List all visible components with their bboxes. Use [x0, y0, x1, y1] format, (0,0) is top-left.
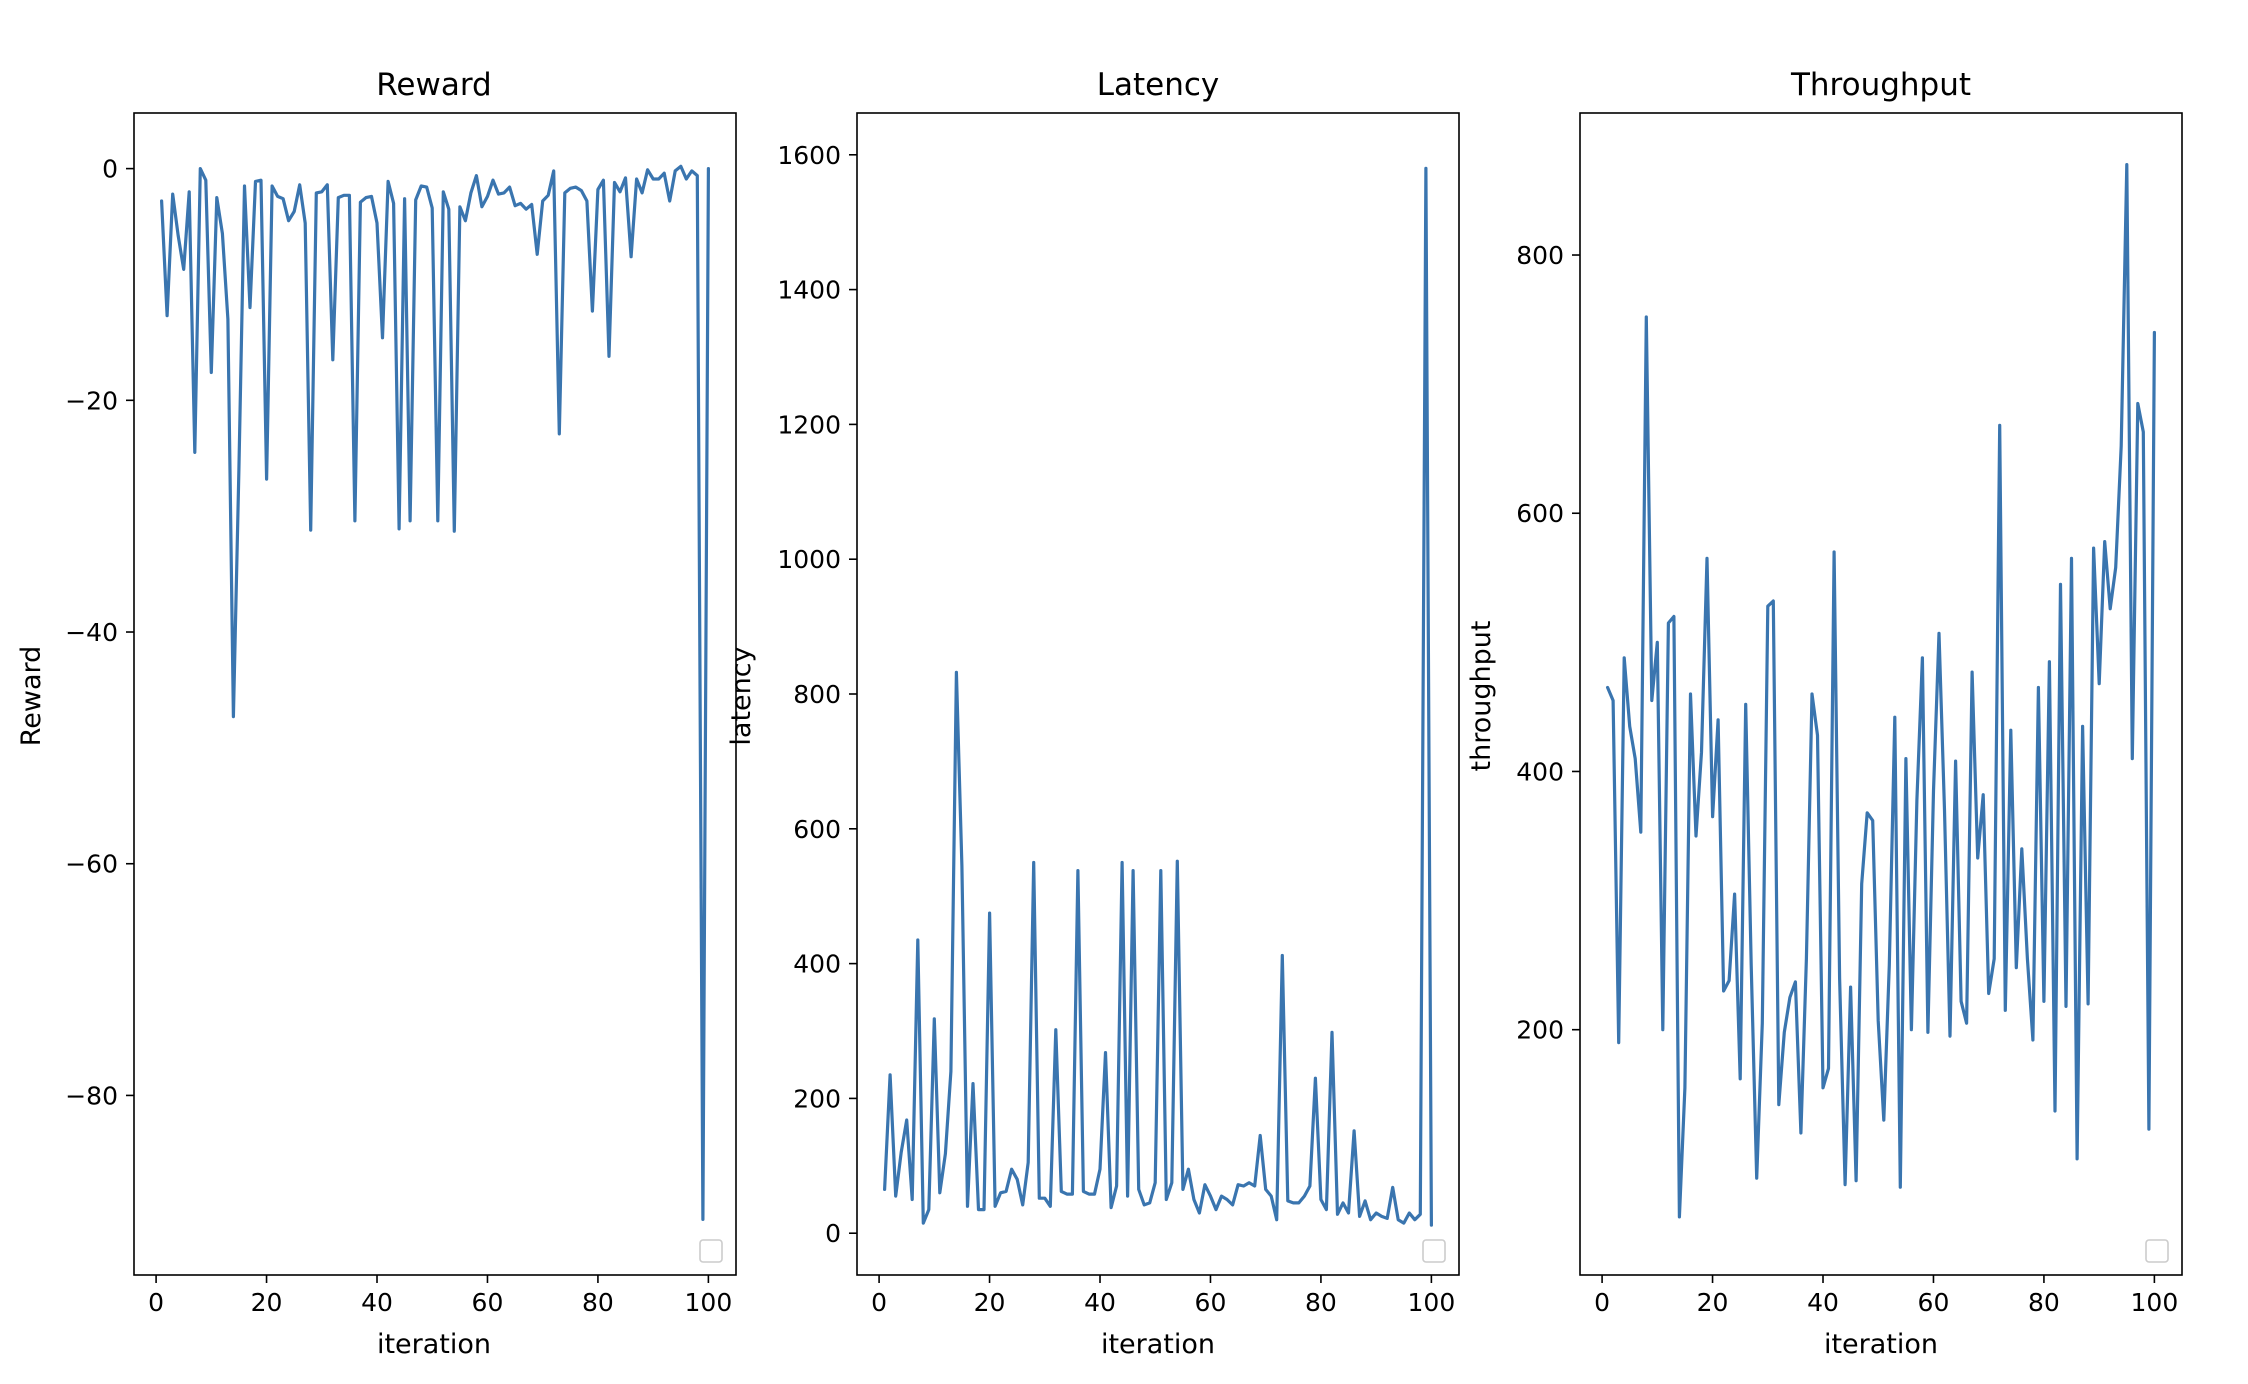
latency-y-tick-label: 1200 — [777, 410, 841, 439]
reward-x-ticks: 0 20 40 60 80 100 — [148, 1275, 732, 1317]
reward-series-line — [160, 164, 711, 1222]
latency-x-tick-label: 20 — [974, 1288, 1006, 1317]
latency-x-tick-label: 0 — [871, 1288, 887, 1317]
reward-y-tick-label: 0 — [102, 155, 118, 184]
throughput-y-tick-label: 800 — [1516, 241, 1564, 270]
reward-legend-box — [699, 1239, 723, 1263]
reward-x-tick-label: 60 — [472, 1288, 504, 1317]
latency-x-ticks: 0 20 40 60 80 100 — [871, 1275, 1455, 1317]
latency-title: Latency — [1097, 67, 1220, 103]
latency-y-tick-label: 200 — [793, 1084, 841, 1113]
reward-y-tick-label: −40 — [65, 618, 118, 647]
reward-axes-frame — [133, 112, 737, 1276]
throughput-y-tick-label: 600 — [1516, 499, 1564, 528]
latency-x-tick-label: 40 — [1084, 1288, 1116, 1317]
throughput-x-tick-label: 40 — [1807, 1288, 1839, 1317]
latency-y-tick-label: 1000 — [777, 545, 841, 574]
reward-xlabel: iteration — [377, 1329, 491, 1360]
latency-series-line — [882, 166, 1434, 1227]
latency-y-tick-label: 1600 — [777, 141, 841, 170]
throughput-xlabel: iteration — [1824, 1329, 1938, 1360]
latency-x-tick-label: 60 — [1195, 1288, 1227, 1317]
reward-y-tick-label: −20 — [65, 386, 118, 415]
latency-y-tick-label: 800 — [793, 680, 841, 709]
reward-x-tick-label: 100 — [685, 1288, 733, 1317]
latency-y-tick-label: 400 — [793, 950, 841, 979]
throughput-x-tick-label: 20 — [1697, 1288, 1729, 1317]
latency-y-tick-label: 0 — [825, 1219, 841, 1248]
latency-x-tick-label: 80 — [1305, 1288, 1337, 1317]
latency-xlabel: iteration — [1101, 1329, 1215, 1360]
reward-title: Reward — [376, 67, 491, 103]
throughput-y-tick-label: 200 — [1516, 1016, 1564, 1045]
latency-axes-frame — [856, 112, 1460, 1276]
latency-x-tick-label: 100 — [1408, 1288, 1456, 1317]
reward-x-tick-label: 80 — [582, 1288, 614, 1317]
throughput-x-tick-label: 80 — [2028, 1288, 2060, 1317]
latency-y-ticks: 0 200 400 600 800 1000 1200 1400 1600 — [777, 141, 857, 1248]
latency-y-tick-label: 600 — [793, 815, 841, 844]
throughput-x-tick-label: 0 — [1594, 1288, 1610, 1317]
throughput-legend-box — [2145, 1239, 2169, 1263]
throughput-title: Throughput — [1790, 67, 1971, 103]
reward-ylabel: Reward — [16, 646, 47, 747]
reward-y-ticks: 0 −20 −40 −60 −80 — [65, 155, 134, 1110]
latency-legend-box — [1422, 1239, 1446, 1263]
reward-x-tick-label: 20 — [251, 1288, 283, 1317]
reward-x-tick-label: 40 — [361, 1288, 393, 1317]
throughput-x-tick-label: 60 — [1918, 1288, 1950, 1317]
latency-ylabel: latency — [726, 646, 757, 745]
latency-y-tick-label: 1400 — [777, 276, 841, 305]
reward-y-tick-label: −60 — [65, 850, 118, 879]
throughput-axes-frame — [1579, 112, 2183, 1276]
throughput-ylabel: throughput — [1466, 621, 1497, 772]
reward-x-tick-label: 0 — [148, 1288, 164, 1317]
throughput-y-ticks: 200 400 600 800 — [1516, 241, 1580, 1045]
throughput-y-tick-label: 400 — [1516, 757, 1564, 786]
reward-y-tick-label: −80 — [65, 1081, 118, 1110]
latency-panel: Latency iteration latency 0 20 40 60 80 100 0… — [726, 67, 1460, 1360]
reward-panel: Reward iteration Reward 0 20 40 60 80 100 0 −2… — [16, 67, 737, 1360]
throughput-series-line — [1605, 163, 2156, 1219]
throughput-panel: Throughput iteration throughput 0 20 40 60 8… — [1466, 67, 2183, 1360]
throughput-x-tick-label: 100 — [2131, 1288, 2179, 1317]
throughput-x-ticks: 0 20 40 60 80 100 — [1594, 1275, 2178, 1317]
